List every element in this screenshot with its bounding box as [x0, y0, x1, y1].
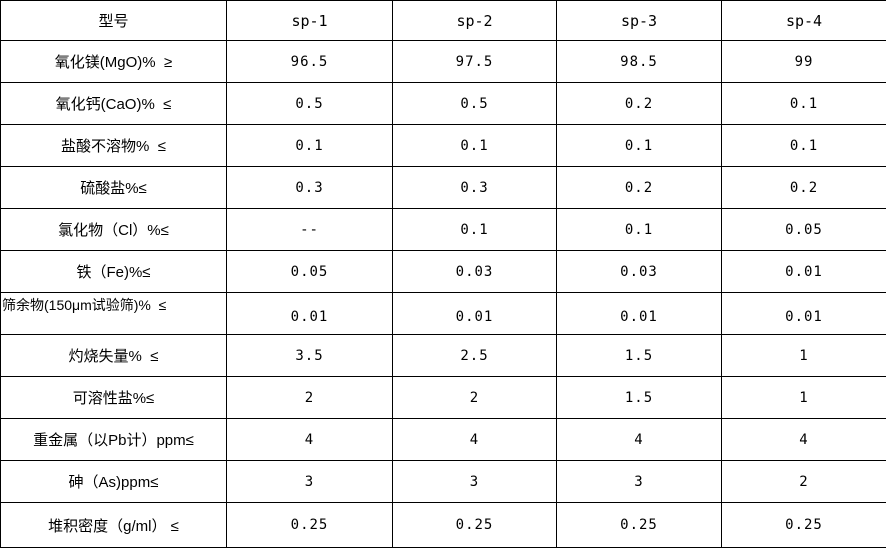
- table-row-iron: 铁（Fe)%≤ 0.05 0.03 0.03 0.01: [1, 251, 886, 293]
- value-cell: 3.5: [227, 335, 393, 377]
- table-row-hcl-insoluble: 盐酸不溶物% ≤ 0.1 0.1 0.1 0.1: [1, 125, 886, 167]
- row-label: 氧化镁(MgO)% ≥: [1, 41, 227, 83]
- value-cell: 2: [227, 377, 393, 419]
- table-row-arsenic: 砷（As)ppm≤ 3 3 3 2: [1, 461, 886, 503]
- value-cell: 0.3: [393, 167, 557, 209]
- table-row-soluble-salt: 可溶性盐%≤ 2 2 1.5 1: [1, 377, 886, 419]
- value-cell: 0.25: [722, 503, 886, 548]
- value-cell: 1.5: [557, 377, 722, 419]
- row-label: 硫酸盐%≤: [1, 167, 227, 209]
- value-cell: 0.01: [722, 251, 886, 293]
- value-cell: 2: [722, 461, 886, 503]
- value-cell: 0.1: [557, 125, 722, 167]
- value-cell: 4: [557, 419, 722, 461]
- value-cell: 98.5: [557, 41, 722, 83]
- value-cell: 0.25: [227, 503, 393, 548]
- value-cell: 3: [557, 461, 722, 503]
- table-row-sulfate: 硫酸盐%≤ 0.3 0.3 0.2 0.2: [1, 167, 886, 209]
- row-label: 氧化钙(CaO)% ≤: [1, 83, 227, 125]
- value-cell: 0.05: [722, 209, 886, 251]
- table-header-row: 型号 sp-1 sp-2 sp-3 sp-4: [1, 1, 886, 41]
- value-cell: --: [227, 209, 393, 251]
- row-label: 可溶性盐%≤: [1, 377, 227, 419]
- value-cell: 1.5: [557, 335, 722, 377]
- row-label: 重金属（以Pb计）ppm≤: [1, 419, 227, 461]
- row-label: 盐酸不溶物% ≤: [1, 125, 227, 167]
- row-label: 堆积密度（g/ml） ≤: [1, 503, 227, 548]
- value-cell: 4: [722, 419, 886, 461]
- value-cell: 1: [722, 377, 886, 419]
- header-cell-sp-2: sp-2: [393, 1, 557, 41]
- table-row-chloride: 氯化物（Cl）%≤ -- 0.1 0.1 0.05: [1, 209, 886, 251]
- value-cell: 96.5: [227, 41, 393, 83]
- table-row-cao: 氧化钙(CaO)% ≤ 0.5 0.5 0.2 0.1: [1, 83, 886, 125]
- value-cell: 0.3: [227, 167, 393, 209]
- table-row-bulk-density: 堆积密度（g/ml） ≤ 0.25 0.25 0.25 0.25: [1, 503, 886, 548]
- header-cell-sp-3: sp-3: [557, 1, 722, 41]
- value-cell: 3: [227, 461, 393, 503]
- value-cell: 0.01: [557, 293, 722, 335]
- value-cell: 97.5: [393, 41, 557, 83]
- value-cell: 0.2: [722, 167, 886, 209]
- value-cell: 0.03: [557, 251, 722, 293]
- row-label: 筛余物(150μm试验筛)% ≤: [1, 293, 227, 335]
- value-cell: 0.1: [227, 125, 393, 167]
- value-cell: 0.1: [393, 209, 557, 251]
- value-cell: 2.5: [393, 335, 557, 377]
- value-cell: 4: [393, 419, 557, 461]
- value-cell: 0.25: [393, 503, 557, 548]
- header-cell-sp-1: sp-1: [227, 1, 393, 41]
- value-cell: 0.1: [557, 209, 722, 251]
- value-cell: 1: [722, 335, 886, 377]
- row-label: 铁（Fe)%≤: [1, 251, 227, 293]
- row-label: 砷（As)ppm≤: [1, 461, 227, 503]
- value-cell: 0.1: [722, 83, 886, 125]
- value-cell: 0.03: [393, 251, 557, 293]
- header-cell-model: 型号: [1, 1, 227, 41]
- value-cell: 0.5: [393, 83, 557, 125]
- table-row-heavy-metals: 重金属（以Pb计）ppm≤ 4 4 4 4: [1, 419, 886, 461]
- value-cell: 0.2: [557, 167, 722, 209]
- value-cell: 0.05: [227, 251, 393, 293]
- value-cell: 0.01: [227, 293, 393, 335]
- value-cell: 0.1: [393, 125, 557, 167]
- value-cell: 0.2: [557, 83, 722, 125]
- header-cell-sp-4: sp-4: [722, 1, 886, 41]
- value-cell: 99: [722, 41, 886, 83]
- value-cell: 0.25: [557, 503, 722, 548]
- value-cell: 0.1: [722, 125, 886, 167]
- table-row-loss-on-ignition: 灼烧失量% ≤ 3.5 2.5 1.5 1: [1, 335, 886, 377]
- table-row-sieve-residue: 筛余物(150μm试验筛)% ≤ 0.01 0.01 0.01 0.01: [1, 293, 886, 335]
- row-label: 灼烧失量% ≤: [1, 335, 227, 377]
- table-row-mgo: 氧化镁(MgO)% ≥ 96.5 97.5 98.5 99: [1, 41, 886, 83]
- value-cell: 3: [393, 461, 557, 503]
- value-cell: 2: [393, 377, 557, 419]
- value-cell: 0.5: [227, 83, 393, 125]
- row-label: 氯化物（Cl）%≤: [1, 209, 227, 251]
- value-cell: 4: [227, 419, 393, 461]
- value-cell: 0.01: [722, 293, 886, 335]
- value-cell: 0.01: [393, 293, 557, 335]
